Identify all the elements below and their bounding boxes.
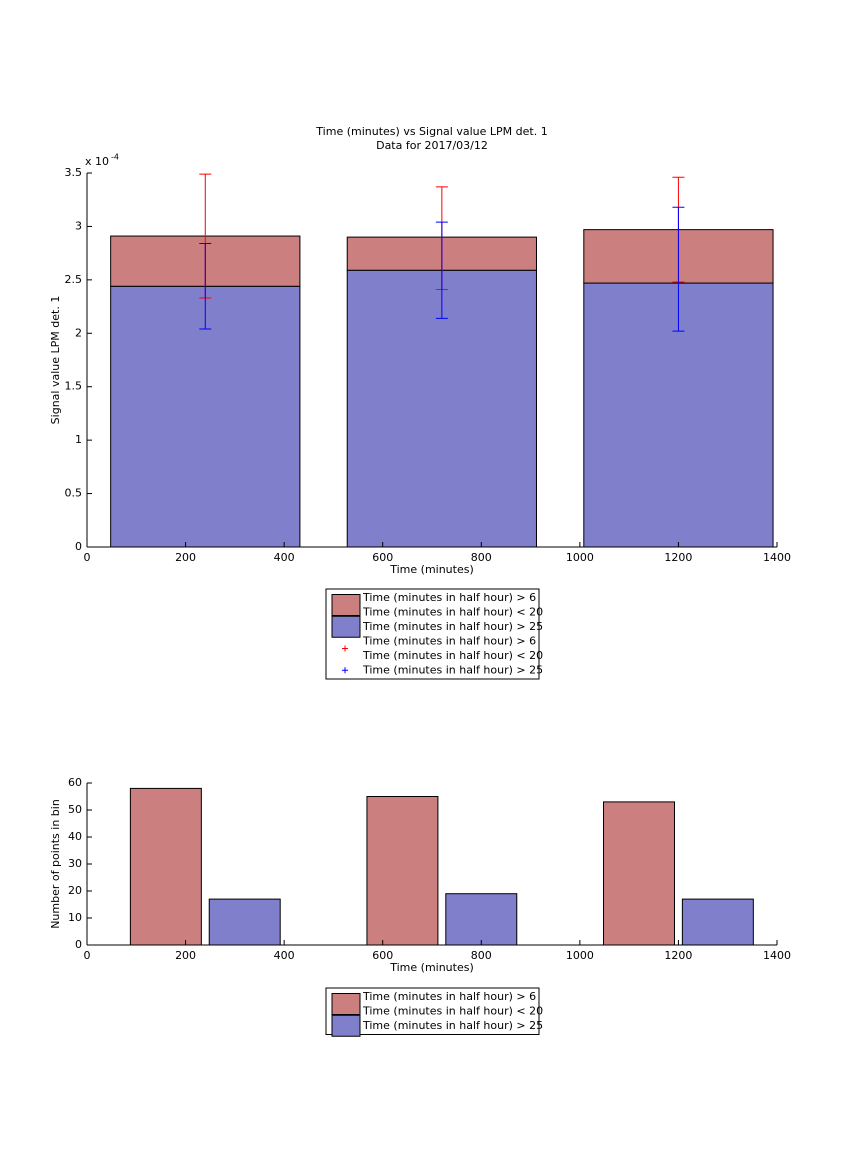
y-tick-label: 50	[68, 803, 82, 816]
x-tick-label: 1200	[664, 551, 692, 564]
x-axis-label: Time (minutes)	[389, 961, 474, 974]
y-tick-label: 60	[68, 776, 82, 789]
x-tick-label: 800	[471, 551, 492, 564]
x-tick-label: 200	[175, 949, 196, 962]
y-tick-label: 1.5	[65, 380, 83, 393]
y-multiplier: x 10	[85, 155, 109, 168]
y-tick-label: 0	[75, 540, 82, 553]
legend-box	[325, 987, 540, 1035]
x-tick-label: 0	[84, 949, 91, 962]
chart-subtitle: Data for 2017/03/12	[376, 139, 488, 152]
error-bar	[672, 206, 685, 332]
y-tick-label: 3	[75, 219, 82, 232]
x-tick-label: 400	[274, 949, 295, 962]
y-tick-label: 2	[75, 326, 82, 339]
y-tick-label: 10	[68, 911, 82, 924]
error-bar	[199, 243, 212, 330]
legend-marker	[342, 667, 348, 674]
legend-box	[325, 588, 540, 680]
y-tick-label: 20	[68, 884, 82, 897]
x-tick-label: 1200	[664, 949, 692, 962]
y-tick-label: 0.5	[65, 487, 83, 500]
y-exponent: -4	[111, 153, 119, 162]
legend-label: Time (minutes in half hour) > 6	[362, 634, 536, 647]
y-tick-label: 3.5	[65, 166, 83, 179]
legend-label: Time (minutes in half hour) > 6	[362, 990, 536, 1003]
legend-marker	[342, 645, 348, 652]
y-axis-label: Number of points in bin	[49, 799, 62, 929]
x-tick-label: 1400	[763, 949, 791, 962]
x-tick-label: 800	[471, 949, 492, 962]
bar	[129, 787, 202, 946]
legend-label: Time (minutes in half hour) > 25	[362, 620, 543, 633]
x-tick-label: 1400	[763, 551, 791, 564]
bar	[603, 801, 675, 946]
legend-label: Time (minutes in half hour) < 20	[362, 1004, 543, 1017]
legend-swatch	[331, 594, 361, 616]
y-tick-label: 30	[68, 857, 82, 870]
x-tick-label: 0	[84, 551, 91, 564]
legend-label: Time (minutes in half hour) < 20	[362, 649, 543, 662]
legend-swatch	[331, 615, 361, 638]
y-tick-label: 1	[75, 433, 82, 446]
x-axis-label: Time (minutes)	[389, 563, 474, 576]
legend-label: Time (minutes in half hour) < 20	[362, 605, 543, 618]
bar	[445, 893, 518, 946]
x-tick-label: 600	[372, 949, 393, 962]
chart-title: Time (minutes) vs Signal value LPM det. …	[315, 125, 547, 138]
x-tick-label: 200	[175, 551, 196, 564]
x-tick-label: 1000	[566, 949, 594, 962]
x-tick-label: 600	[372, 551, 393, 564]
legend-label: Time (minutes in half hour) > 25	[362, 663, 543, 676]
bar	[208, 898, 281, 946]
legend-swatch	[331, 993, 361, 1015]
legend-label: Time (minutes in half hour) > 6	[362, 591, 536, 604]
legend-label: Time (minutes in half hour) > 25	[362, 1019, 543, 1032]
bar	[366, 796, 439, 946]
bar-segment	[110, 285, 301, 548]
x-tick-label: 400	[274, 551, 295, 564]
y-tick-label: 0	[75, 938, 82, 951]
legend-swatch	[331, 1014, 361, 1037]
bar	[681, 898, 754, 946]
error-bar	[435, 221, 448, 319]
y-axis-label: Signal value LPM det. 1	[49, 296, 62, 425]
y-tick-label: 40	[68, 830, 82, 843]
y-tick-label: 2.5	[65, 273, 83, 286]
x-tick-label: 1000	[566, 551, 594, 564]
